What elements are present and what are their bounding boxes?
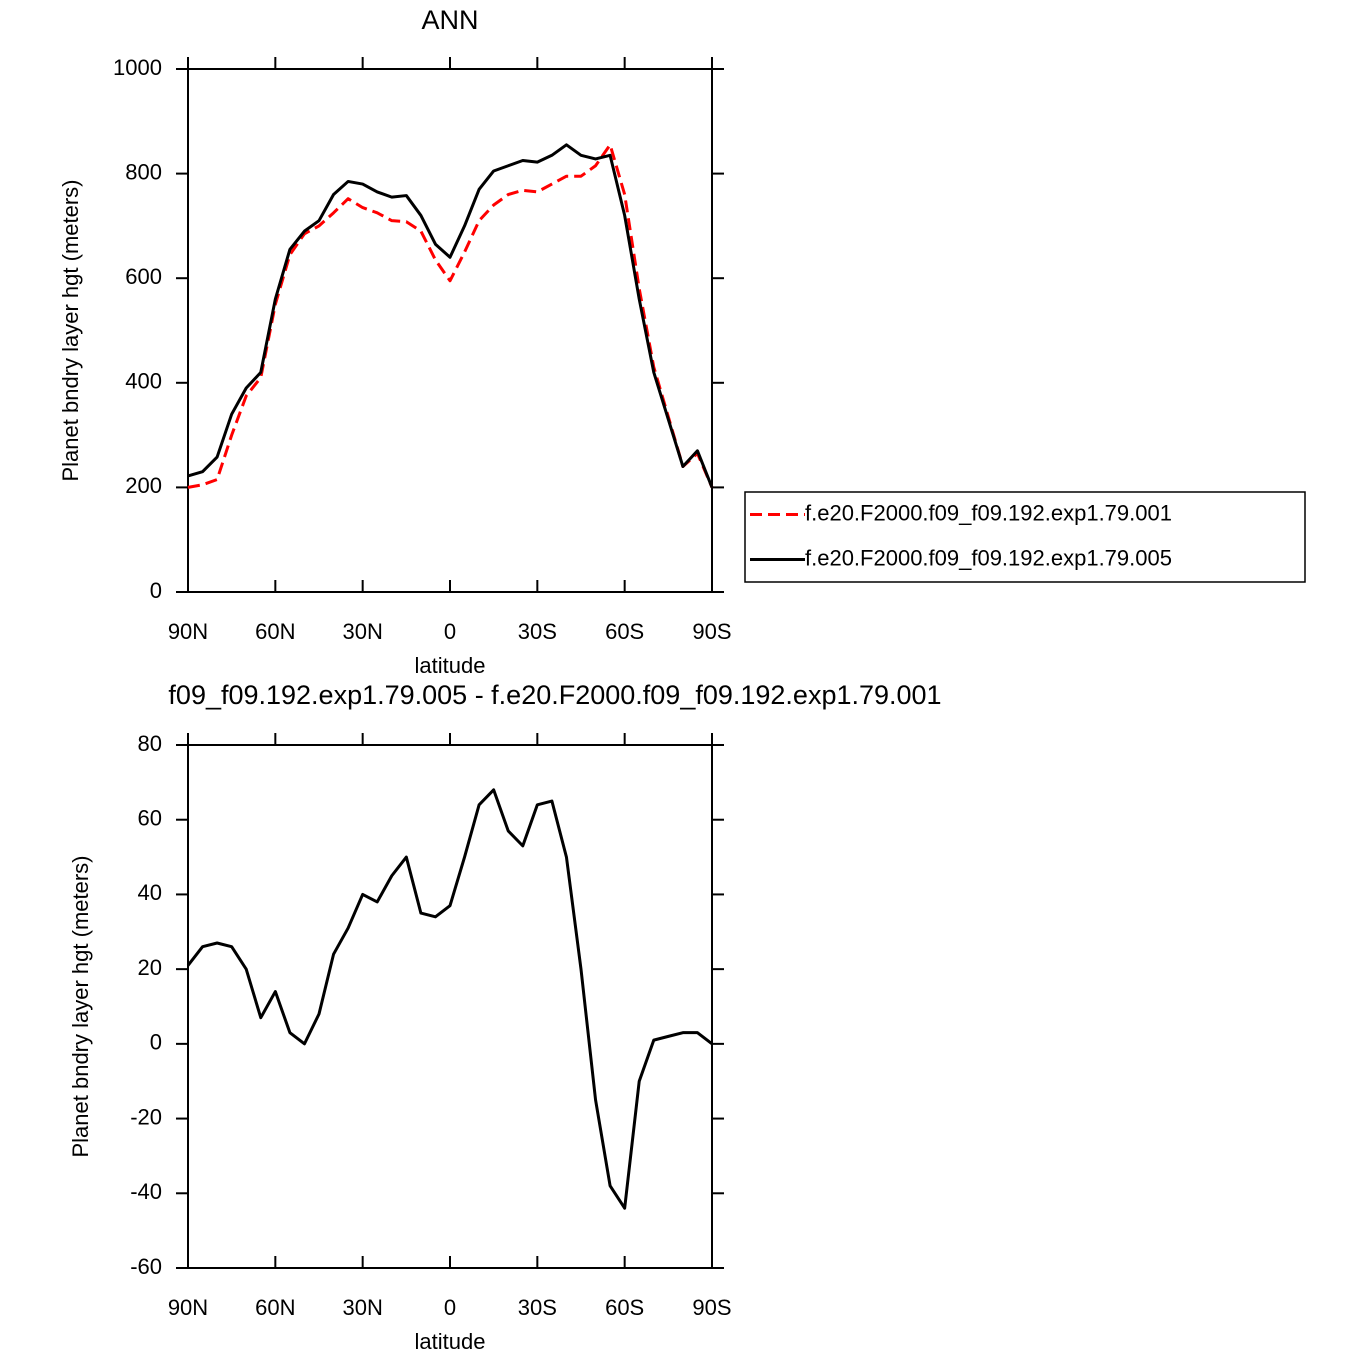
x-axis-label: latitude bbox=[415, 1329, 486, 1354]
y-tick-label: 80 bbox=[138, 731, 162, 756]
x-tick-label: 0 bbox=[444, 619, 456, 644]
data-line bbox=[187, 143, 714, 489]
x-tick-label: 30N bbox=[342, 1295, 382, 1320]
y-tick-label: 600 bbox=[125, 264, 162, 289]
x-tick-label: 90S bbox=[692, 619, 731, 644]
y-tick-label: 60 bbox=[138, 806, 162, 831]
plot-frame bbox=[187, 68, 713, 593]
legend-label: f.e20.F2000.f09_f09.192.exp1.79.001 bbox=[805, 500, 1172, 525]
x-tick-label: 30S bbox=[518, 619, 557, 644]
y-tick-label: -40 bbox=[130, 1179, 162, 1204]
y-tick-label: 0 bbox=[150, 1030, 162, 1055]
x-tick-label: 60N bbox=[255, 1295, 295, 1320]
y-tick-label: -20 bbox=[130, 1104, 162, 1129]
x-axis-label: latitude bbox=[415, 653, 486, 678]
legend-box bbox=[744, 491, 1306, 583]
x-tick-label: 0 bbox=[444, 1295, 456, 1320]
data-line bbox=[186, 788, 713, 1210]
y-tick-label: -60 bbox=[130, 1254, 162, 1279]
y-tick-label: 200 bbox=[125, 473, 162, 498]
y-axis-label: Planet bndry layer hgt (meters) bbox=[58, 179, 83, 481]
chart-title: f09_f09.192.exp1.79.005 - f.e20.F2000.f0… bbox=[168, 680, 941, 710]
y-tick-label: 400 bbox=[125, 369, 162, 394]
y-tick-label: 0 bbox=[150, 578, 162, 603]
x-tick-label: 30S bbox=[518, 1295, 557, 1320]
legend-label: f.e20.F2000.f09_f09.192.exp1.79.005 bbox=[805, 545, 1172, 570]
x-tick-label: 90N bbox=[168, 619, 208, 644]
x-tick-label: 60N bbox=[255, 619, 295, 644]
x-tick-label: 90S bbox=[692, 1295, 731, 1320]
y-tick-label: 40 bbox=[138, 880, 162, 905]
x-tick-label: 30N bbox=[342, 619, 382, 644]
x-tick-label: 60S bbox=[605, 619, 644, 644]
y-tick-label: 800 bbox=[125, 159, 162, 184]
x-tick-label: 60S bbox=[605, 1295, 644, 1320]
y-tick-label: 1000 bbox=[113, 55, 162, 80]
y-tick-label: 20 bbox=[138, 955, 162, 980]
x-tick-label: 90N bbox=[168, 1295, 208, 1320]
chart-title: ANN bbox=[421, 5, 478, 35]
data-line bbox=[187, 143, 714, 488]
y-axis-label: Planet bndry layer hgt (meters) bbox=[68, 855, 93, 1157]
